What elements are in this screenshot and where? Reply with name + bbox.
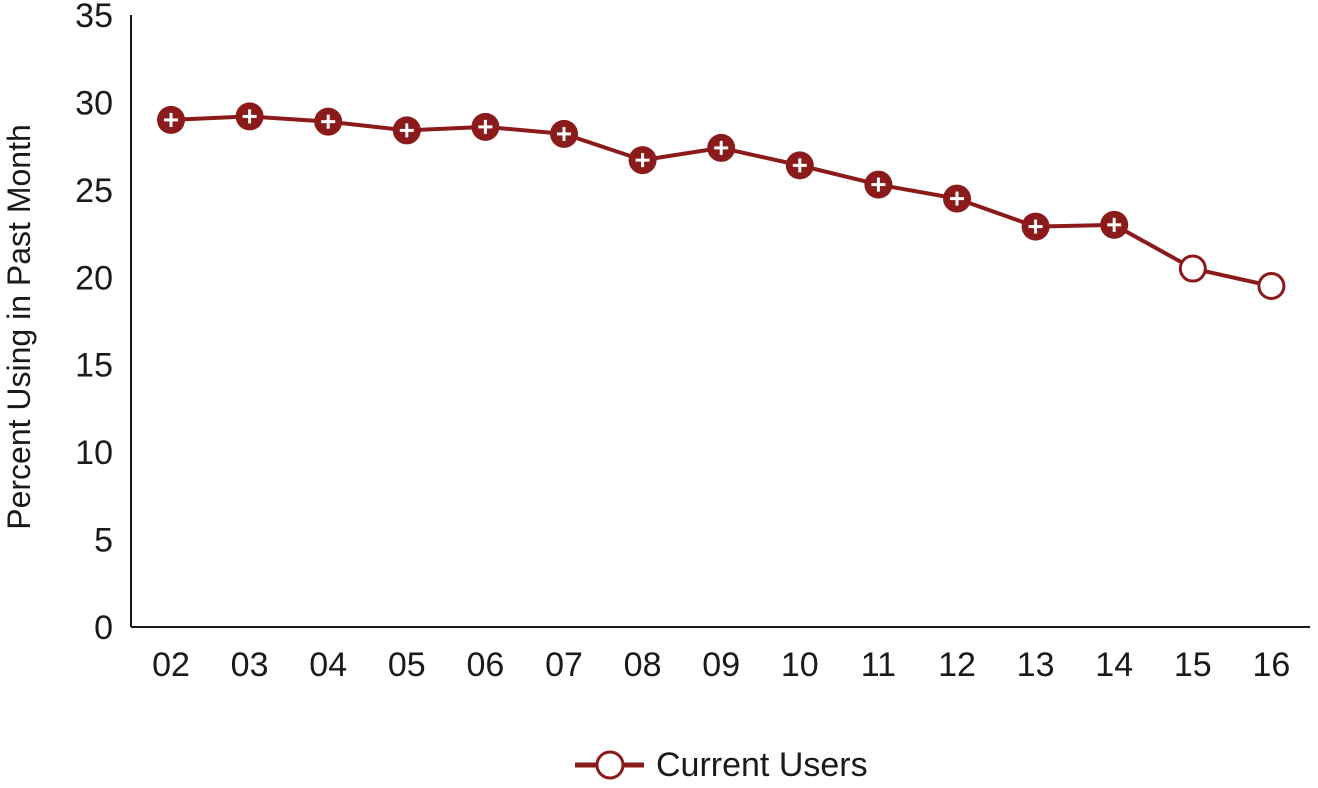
x-tick-label: 04	[309, 646, 347, 684]
data-point	[785, 151, 814, 180]
data-point	[943, 184, 971, 213]
data-point	[864, 170, 893, 199]
legend: Current Users	[575, 746, 868, 784]
y-axis-title: Percent Using in Past Month	[1, 124, 37, 530]
x-tick-label: 08	[624, 646, 662, 684]
y-tick-label: 5	[94, 522, 113, 560]
data-point	[628, 146, 657, 175]
y-tick-label: 35	[75, 0, 113, 35]
y-tick-label: 10	[75, 434, 113, 472]
x-tick-label: 10	[781, 646, 819, 684]
x-tick-label: 06	[466, 646, 504, 684]
x-tick-label: 15	[1174, 646, 1212, 684]
x-tick-label: 11	[861, 646, 896, 684]
legend-label: Current Users	[656, 746, 868, 784]
data-point	[707, 133, 736, 162]
x-tick-label: 16	[1252, 646, 1290, 684]
data-point	[550, 119, 578, 148]
y-tick-label: 20	[75, 259, 113, 297]
x-tick-label: 13	[1017, 646, 1055, 684]
data-point	[1021, 212, 1050, 241]
legend-marker	[595, 750, 625, 780]
y-tick-label: 0	[94, 609, 113, 647]
data-point	[471, 112, 500, 141]
x-tick-label: 14	[1095, 646, 1133, 684]
data-point	[1100, 210, 1129, 239]
y-tick-labels: 0 5 10 15 20 25 30 35	[75, 0, 113, 647]
x-tick-label: 12	[938, 646, 976, 684]
data-point	[1178, 254, 1207, 283]
x-tick-labels: 02 03 04 05 06 07 08 09 10 11 12 13 14 15 16	[152, 646, 1290, 684]
y-tick-label: 15	[75, 347, 113, 385]
data-point	[314, 107, 343, 136]
data-point	[1257, 272, 1286, 301]
x-tick-label: 03	[231, 646, 269, 684]
x-tick-label: 05	[388, 646, 426, 684]
data-point	[392, 116, 421, 145]
x-tick-label: 02	[152, 646, 190, 684]
data-point	[157, 105, 185, 134]
series-layer	[157, 102, 1286, 301]
x-tick-label: 07	[545, 646, 583, 684]
x-tick-label: 09	[702, 646, 740, 684]
y-tick-label: 25	[75, 172, 113, 210]
data-point	[235, 102, 264, 131]
y-tick-label: 30	[75, 84, 113, 122]
